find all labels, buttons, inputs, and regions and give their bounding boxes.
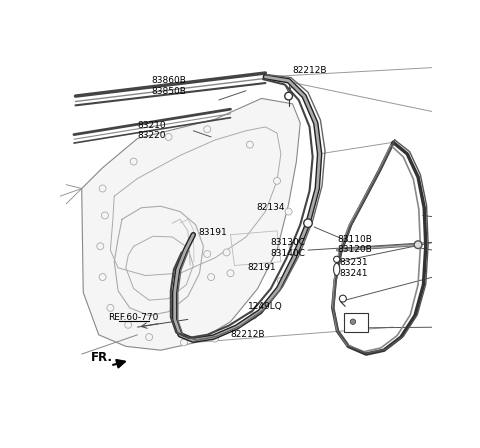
Text: FR.: FR. <box>91 351 113 364</box>
Text: 82134: 82134 <box>257 203 285 212</box>
Circle shape <box>130 158 137 165</box>
Circle shape <box>414 241 422 249</box>
Circle shape <box>107 304 114 311</box>
Circle shape <box>99 274 106 280</box>
Text: 83860B
83850B: 83860B 83850B <box>152 77 186 96</box>
Circle shape <box>204 250 211 258</box>
Circle shape <box>97 243 104 250</box>
Polygon shape <box>82 99 300 350</box>
Text: 83110B
83120B: 83110B 83120B <box>337 235 372 254</box>
Circle shape <box>339 295 347 302</box>
Circle shape <box>208 274 215 280</box>
Text: 83191: 83191 <box>198 228 227 237</box>
Circle shape <box>165 134 172 140</box>
Text: 83210
83220: 83210 83220 <box>137 121 166 141</box>
Text: 83130C
83140C: 83130C 83140C <box>271 238 306 258</box>
Circle shape <box>350 319 356 324</box>
Circle shape <box>223 249 230 256</box>
Circle shape <box>277 277 284 284</box>
Circle shape <box>274 177 280 184</box>
Circle shape <box>227 270 234 277</box>
Circle shape <box>125 321 132 328</box>
Text: 83231
83241: 83231 83241 <box>339 258 368 277</box>
Text: 1249LQ: 1249LQ <box>248 302 283 311</box>
Text: 82191: 82191 <box>248 263 276 272</box>
Circle shape <box>289 243 296 250</box>
Circle shape <box>285 92 292 100</box>
Circle shape <box>145 334 153 340</box>
Circle shape <box>99 185 106 192</box>
Circle shape <box>250 312 257 319</box>
Ellipse shape <box>334 263 340 276</box>
Circle shape <box>204 126 211 133</box>
Circle shape <box>334 256 340 263</box>
Text: 82212B: 82212B <box>292 66 327 75</box>
Circle shape <box>101 212 108 219</box>
Circle shape <box>212 335 218 342</box>
Circle shape <box>246 141 253 148</box>
Circle shape <box>180 339 188 346</box>
Text: 82212B: 82212B <box>230 330 265 339</box>
Text: REF.60-770: REF.60-770 <box>108 313 159 322</box>
Circle shape <box>304 219 312 228</box>
Circle shape <box>285 208 292 215</box>
FancyBboxPatch shape <box>345 313 368 332</box>
